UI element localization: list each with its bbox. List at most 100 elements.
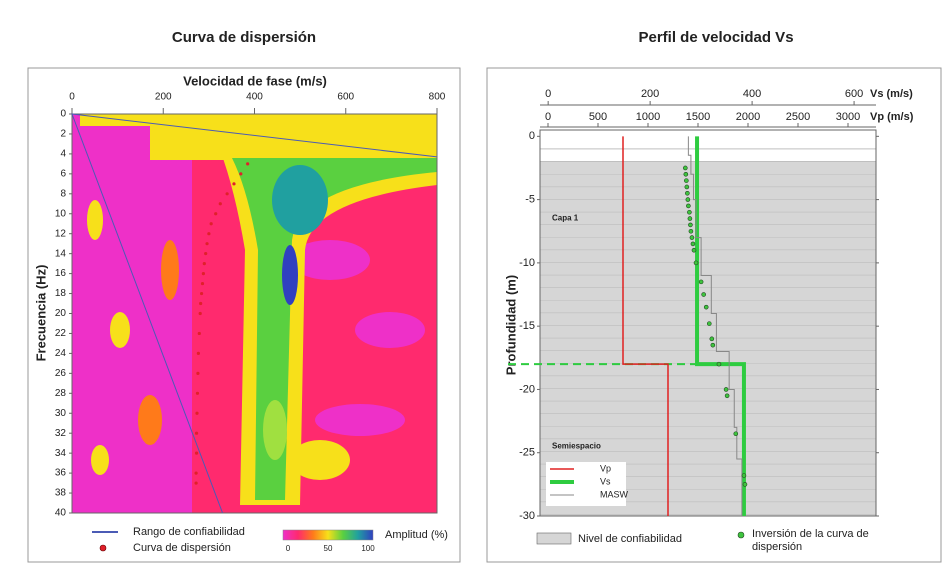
y-tick-label: 20 [55, 308, 67, 319]
x-axis-label: Velocidad de fase (m/s) [183, 73, 327, 88]
y-tick-label: 22 [55, 328, 67, 339]
data-point [196, 371, 200, 375]
data-point [724, 393, 730, 399]
x-tick-label: 600 [845, 88, 863, 100]
x-axis-label: Vp (m/s) [870, 111, 914, 123]
layer-label: Capa 1 [552, 214, 579, 223]
x-tick-label: 0 [545, 111, 551, 123]
y-tick-label: -30 [519, 510, 535, 522]
legend-swatch [737, 531, 745, 539]
colorbar [282, 529, 374, 541]
y-tick-label: 8 [60, 188, 66, 199]
y-tick-label: 4 [60, 149, 66, 160]
y-tick-label: -5 [525, 194, 535, 206]
colorbar-tick-label: 50 [324, 544, 333, 553]
data-point [194, 451, 199, 455]
data-point [688, 228, 694, 234]
y-tick-label: 14 [55, 248, 67, 259]
legend-swatch [99, 544, 107, 552]
x-tick-label: 0 [69, 92, 75, 103]
x-tick-label: 800 [429, 92, 446, 103]
data-point [687, 216, 693, 221]
data-point [683, 171, 689, 177]
panel-frame [486, 67, 942, 563]
y-tick-label: -15 [519, 320, 535, 332]
data-point [706, 321, 712, 326]
y-tick-label: 32 [55, 428, 67, 439]
legend-label: MASW [600, 489, 629, 499]
y-tick-label: 40 [55, 508, 67, 519]
data-line [622, 136, 669, 516]
legend-label: Inversión de la curva de dispersión [752, 528, 869, 553]
y-tick-label: 34 [55, 448, 67, 459]
confidence-zone [540, 161, 876, 516]
legend-label: Curva de dispersión [133, 542, 231, 554]
data-point [232, 182, 236, 186]
x-tick-label: 400 [743, 88, 761, 100]
data-point [201, 272, 205, 276]
data-point [194, 471, 198, 475]
y-tick-label: 12 [55, 228, 67, 239]
x-tick-label: 2000 [736, 111, 760, 123]
data-point [204, 252, 208, 256]
data-point [684, 184, 690, 190]
data-point [741, 473, 747, 478]
y-tick-label: 24 [55, 348, 67, 359]
x-tick-label: 600 [337, 92, 354, 103]
data-point [207, 232, 211, 236]
data-point [701, 292, 706, 297]
y-tick-label: 6 [60, 168, 66, 179]
data-point [733, 431, 739, 437]
data-point [687, 209, 692, 215]
data-point [200, 281, 205, 286]
chart-title: Perfil de velocidad Vs [638, 29, 793, 46]
y-tick-label: 16 [55, 268, 67, 279]
chart-title: Curva de dispersión [172, 29, 316, 46]
data-point [723, 387, 729, 392]
panel-frame [27, 67, 461, 563]
y-tick-label: 2 [60, 129, 66, 140]
y-tick-label: 0 [60, 109, 66, 120]
y-tick-label: 30 [55, 408, 67, 419]
data-point [194, 481, 198, 485]
data-point [246, 162, 250, 166]
y-tick-label: 10 [55, 208, 67, 219]
data-point [686, 203, 691, 209]
data-point [689, 235, 695, 240]
data-point [214, 212, 218, 216]
legend-label: Nivel de confiabilidad [578, 533, 682, 545]
x-tick-label: 200 [641, 88, 659, 100]
data-point [199, 291, 204, 296]
data-point [710, 342, 716, 348]
data-point [196, 351, 200, 355]
legend-label: Rango de confiabilidad [133, 526, 245, 538]
data-point [685, 197, 691, 202]
data-point [198, 311, 202, 316]
colorbar-tick-label: 100 [361, 544, 375, 553]
y-tick-label: -25 [519, 447, 535, 459]
data-point [197, 331, 201, 336]
y-tick-label: -10 [519, 257, 535, 269]
data-point [194, 431, 199, 435]
data-point [709, 336, 715, 342]
data-point [683, 165, 688, 171]
data-point [693, 260, 699, 266]
legend-label: Vp [600, 463, 611, 473]
data-point [199, 301, 203, 306]
y-axis-label: Frecuencia (Hz) [33, 265, 48, 362]
data-point [209, 222, 213, 226]
data-line [687, 136, 743, 516]
data-point [218, 202, 222, 206]
data-point [684, 178, 689, 183]
y-tick-label: 36 [55, 468, 67, 479]
data-point [195, 411, 199, 415]
x-tick-label: 400 [246, 92, 263, 103]
data-point [205, 242, 209, 246]
x-tick-label: 500 [589, 111, 607, 123]
x-tick-label: 1000 [636, 111, 660, 123]
x-tick-label: 200 [155, 92, 172, 103]
x-tick-label: 3000 [836, 111, 860, 123]
data-point [195, 391, 200, 395]
